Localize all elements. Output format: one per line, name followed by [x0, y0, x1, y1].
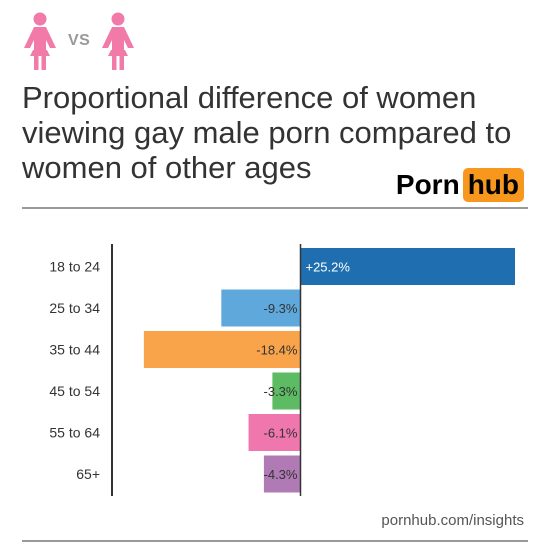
source-link[interactable]: pornhub.com/insights: [381, 512, 524, 529]
bar: [248, 414, 301, 451]
bar: [143, 331, 301, 368]
chart-title: Proportional difference of women viewing…: [22, 80, 512, 185]
value-label: -9.3%: [264, 301, 298, 316]
top-divider: [22, 207, 528, 209]
category-label: 18 to 24: [49, 259, 100, 275]
logo-text-porn: Porn: [395, 169, 460, 200]
bar: [221, 289, 301, 327]
bar: [300, 248, 515, 285]
value-label: -18.4%: [256, 343, 298, 358]
logo-text-hub: hub: [462, 168, 524, 202]
category-label: 25 to 34: [49, 300, 100, 316]
value-label: -6.1%: [264, 426, 298, 441]
category-label: 55 to 64: [49, 425, 100, 441]
value-label: -3.3%: [264, 384, 298, 399]
bar: [263, 455, 301, 493]
category-label: 45 to 54: [49, 383, 100, 399]
header-icons: VS: [22, 12, 136, 70]
pornhub-logo[interactable]: Porn hub: [396, 168, 524, 202]
value-label: +25.2%: [305, 260, 350, 275]
vs-label: VS: [68, 32, 91, 49]
category-label: 35 to 44: [49, 342, 100, 358]
bottom-divider: [22, 540, 528, 542]
woman-icon: [102, 12, 135, 70]
value-label: -4.3%: [264, 467, 298, 482]
woman-icon: [24, 12, 56, 70]
category-label: 65+: [76, 466, 100, 482]
bar: [272, 372, 301, 410]
